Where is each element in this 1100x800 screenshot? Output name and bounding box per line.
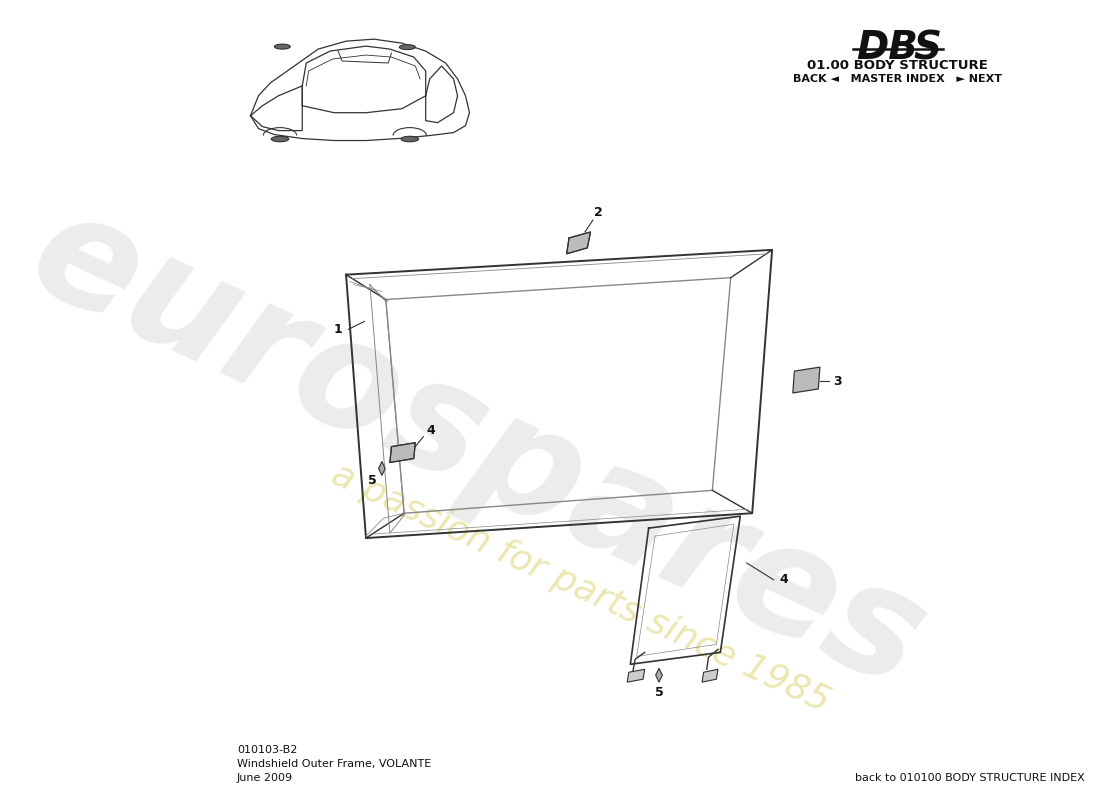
Text: 4: 4 (427, 424, 436, 438)
Polygon shape (627, 670, 645, 682)
Polygon shape (378, 462, 385, 475)
Polygon shape (793, 367, 820, 393)
Polygon shape (389, 442, 416, 462)
Ellipse shape (272, 136, 288, 142)
Ellipse shape (402, 136, 418, 142)
Text: 1: 1 (333, 323, 342, 336)
Text: June 2009: June 2009 (236, 773, 293, 782)
Text: S: S (914, 30, 942, 67)
Text: BACK ◄   MASTER INDEX   ► NEXT: BACK ◄ MASTER INDEX ► NEXT (793, 74, 1002, 84)
Ellipse shape (274, 44, 290, 49)
Text: 2: 2 (594, 206, 603, 218)
Text: 5: 5 (654, 686, 663, 698)
Polygon shape (702, 670, 718, 682)
Text: DB: DB (856, 30, 917, 67)
Ellipse shape (399, 45, 416, 50)
Text: eurospares: eurospares (8, 177, 947, 720)
Text: 5: 5 (368, 474, 376, 487)
Text: back to 010100 BODY STRUCTURE INDEX: back to 010100 BODY STRUCTURE INDEX (855, 773, 1085, 782)
Text: 4: 4 (780, 574, 789, 586)
Text: Windshield Outer Frame, VOLANTE: Windshield Outer Frame, VOLANTE (236, 758, 431, 769)
Text: 3: 3 (833, 374, 842, 387)
Text: 010103-B2: 010103-B2 (236, 745, 297, 754)
Text: a passion for parts since 1985: a passion for parts since 1985 (327, 457, 836, 718)
Text: 01.00 BODY STRUCTURE: 01.00 BODY STRUCTURE (807, 59, 989, 72)
Polygon shape (566, 232, 591, 254)
Polygon shape (656, 668, 662, 682)
